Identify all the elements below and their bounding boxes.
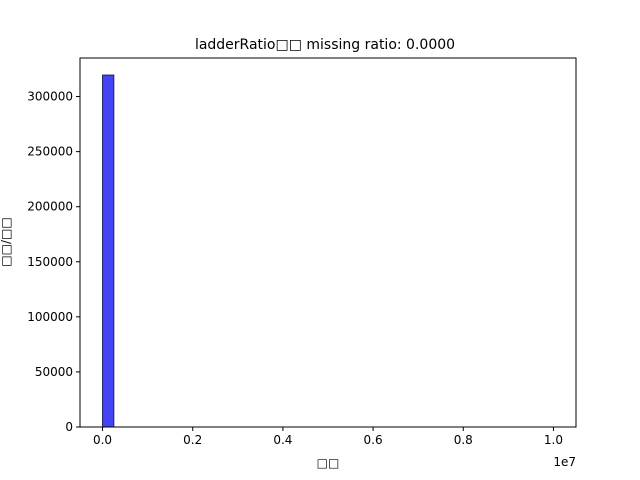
x-axis: 0.0 0.2 0.4 0.6 0.8 1.0	[93, 427, 563, 447]
chart-title: ladderRatio□□ missing ratio: 0.0000	[195, 37, 455, 53]
y-axis-label: □□/□□	[0, 217, 13, 266]
x-tick-label: 1.0	[544, 433, 563, 447]
axes-frame	[80, 58, 576, 427]
y-tick-label: 250000	[27, 145, 73, 159]
x-tick-label: 0.4	[273, 433, 292, 447]
y-tick-label: 300000	[27, 90, 73, 104]
y-tick-label: 100000	[27, 310, 73, 324]
y-tick-label: 150000	[27, 255, 73, 269]
y-tick-label: 0	[65, 420, 73, 434]
x-tick-label: 0.8	[454, 433, 473, 447]
y-tick-label: 200000	[27, 200, 73, 214]
histogram-bars	[103, 75, 114, 427]
histogram-bar	[103, 75, 114, 427]
y-axis: 0 50000 100000 150000 200000 250000 300000	[27, 90, 80, 434]
plot-area	[80, 58, 576, 427]
x-axis-offset-label: 1e7	[553, 455, 576, 469]
x-tick-label: 0.0	[93, 433, 112, 447]
x-axis-label: □□	[317, 456, 340, 470]
x-tick-label: 0.2	[183, 433, 202, 447]
y-tick-label: 50000	[35, 365, 73, 379]
x-tick-label: 0.6	[364, 433, 383, 447]
